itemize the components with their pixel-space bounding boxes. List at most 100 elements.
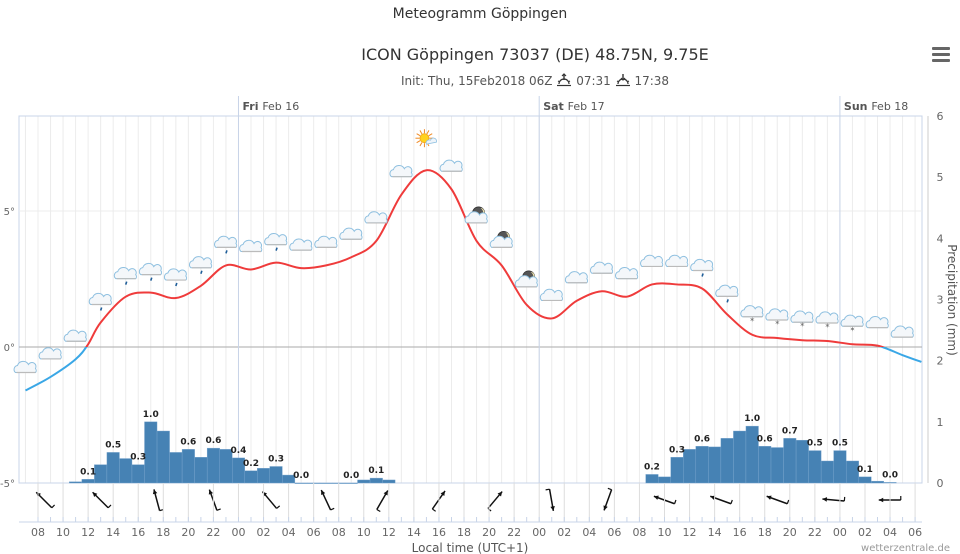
init-text: Init: Thu, 15Feb2018 06Z [400, 74, 553, 88]
precip-bar [69, 481, 83, 484]
cloud-icon [38, 347, 62, 360]
sun-ray [419, 142, 423, 147]
cloud-icon [289, 238, 313, 251]
cloud-shape [589, 261, 614, 274]
precip-bar [683, 449, 697, 484]
wind-shaft [548, 489, 555, 511]
cloud-shape [665, 254, 689, 267]
cloud-shape [314, 235, 338, 248]
rain-drop [275, 247, 278, 251]
rain-drop [175, 282, 178, 287]
wind-shaft [35, 491, 53, 509]
wind-arrow [92, 491, 112, 509]
wind-shaft [766, 495, 788, 505]
cloud-rain-icon [690, 258, 714, 277]
cloud-rain-icon [138, 262, 163, 281]
x-tick-label: 14 [708, 526, 722, 539]
cloud-snow-icon: ✶ [765, 308, 789, 327]
x-tick-label: 04 [582, 526, 596, 539]
rain-drop [225, 250, 228, 254]
cloud-rain-icon [113, 267, 137, 285]
wind-arrow [152, 489, 164, 512]
sunrise-time: 07:31 [576, 74, 611, 88]
day-label-date: Feb 17 [568, 100, 605, 113]
cloud-shape [489, 235, 513, 248]
precip-bar [144, 421, 158, 484]
precip-bar [695, 446, 709, 484]
cloud-rain-icon [264, 233, 288, 251]
wind-shaft [153, 489, 161, 511]
wind-arrow [603, 487, 613, 511]
cloud-icon [640, 254, 664, 268]
hamburger-menu-icon[interactable] [932, 47, 950, 63]
moon-disc [497, 230, 511, 244]
moon-crescent [505, 232, 510, 243]
wind-arrow [766, 495, 790, 505]
wind-shaft [822, 498, 845, 502]
precipitation-labels: 0.1 0.5 0.3 1.0 0.6 0.6 0.4 0.2 0.3 0.0 0.0 0.1 0.2 0… [80, 410, 898, 481]
precip-bar [282, 474, 296, 484]
plot-border [18, 115, 923, 484]
day-label: Fri Feb 16 [242, 100, 299, 113]
wind-barb [487, 507, 492, 512]
x-tick-label: 22 [507, 526, 521, 539]
precip-label: 0.7 [782, 426, 798, 436]
cloud-icon [615, 267, 639, 280]
x-tick-label: 08 [31, 526, 45, 539]
cloud-shape [865, 315, 889, 329]
precip-bar [770, 447, 784, 484]
precip-bar [858, 476, 872, 484]
precipitation-bars [69, 421, 897, 484]
snow-flake: ✶ [850, 325, 856, 333]
wind-barb [730, 499, 733, 504]
cloud-icon [439, 159, 463, 172]
rain-drop [99, 307, 103, 311]
moon-disc [522, 270, 536, 284]
cloud-shape [539, 288, 563, 301]
x-tick-label: 00 [231, 526, 245, 539]
weather-icons: ✶ ✶ ✶ ✶ ✶ [13, 129, 914, 374]
wind-barb [330, 507, 335, 511]
day-label: Sat Feb 17 [543, 100, 604, 113]
wind-barb [674, 499, 677, 504]
day-label: Sun Feb 18 [844, 100, 908, 113]
x-tick-label: 16 [131, 526, 145, 539]
precip-bar [720, 438, 734, 484]
wind-head [440, 490, 446, 496]
precip-label: 0.5 [832, 439, 848, 449]
x-tick-label: 06 [607, 526, 621, 539]
day-label-weekday: Fri [242, 100, 262, 113]
wind-arrow [261, 491, 281, 509]
grid-lines [18, 115, 923, 523]
cloud-icon [589, 261, 614, 274]
wind-arrow [545, 488, 555, 511]
wind-head [766, 495, 772, 500]
wind-barb [216, 508, 221, 511]
wind-barb [607, 487, 612, 491]
precip-bar [745, 425, 759, 484]
precip-tick-label: 0 [937, 477, 944, 490]
x-tick-label: 16 [733, 526, 747, 539]
precip-tick-label: 3 [937, 294, 944, 307]
cloud-shape [840, 314, 864, 327]
wind-head [152, 489, 158, 495]
precip-label: 0.6 [757, 434, 773, 444]
precip-label: 0.2 [243, 459, 259, 469]
temperature-line [24, 169, 922, 392]
cloud-shape [13, 360, 37, 374]
precip-bar [156, 430, 170, 484]
temp-tick-label: 0° [4, 343, 15, 354]
cloud-shape [514, 275, 538, 288]
cloud-shape [88, 292, 112, 306]
wind-barb [107, 504, 112, 509]
sunset-time: 17:38 [634, 74, 670, 88]
precip-bar [219, 449, 233, 484]
snow-flake: ✶ [824, 322, 830, 330]
precip-bar [382, 479, 396, 484]
sun-ray [428, 140, 433, 144]
precip-tick-label: 6 [937, 110, 944, 123]
cloud-snow-icon: ✶ [790, 310, 814, 329]
wind-arrow [878, 496, 902, 503]
rain-drop [124, 281, 128, 285]
